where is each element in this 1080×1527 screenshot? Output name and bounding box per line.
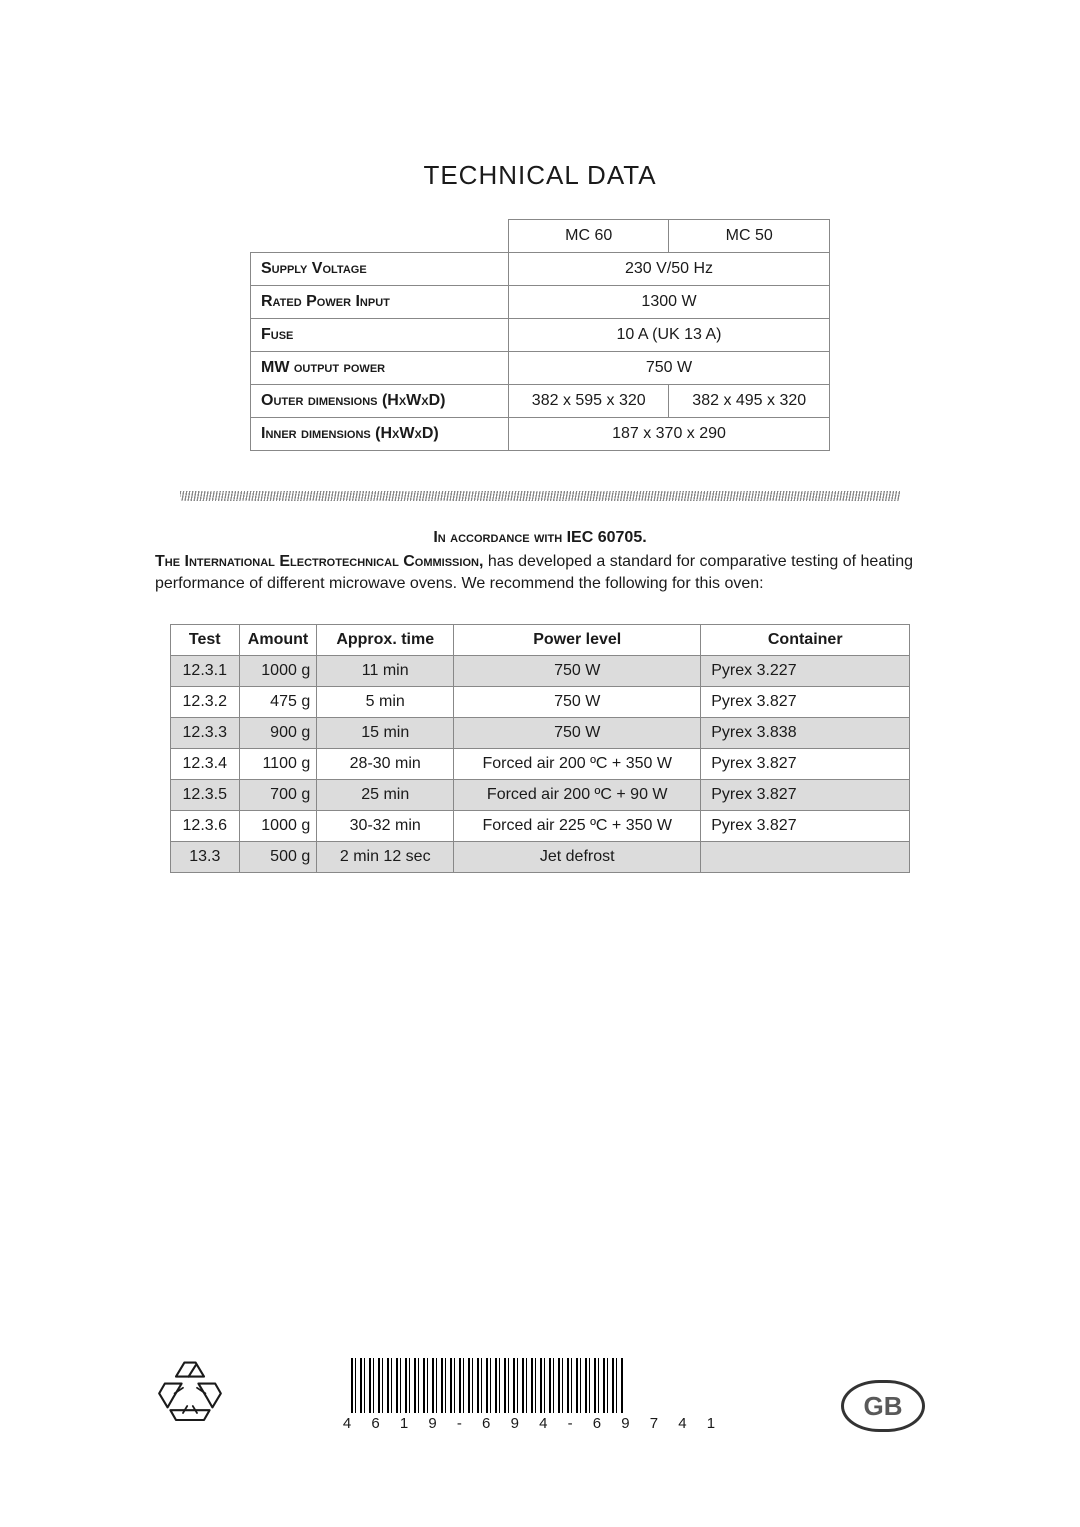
barcode-icon bbox=[343, 1358, 633, 1413]
table-row: 12.3.2475 g5 min750 WPyrex 3.827 bbox=[170, 687, 909, 718]
table-cell bbox=[701, 842, 910, 873]
test-th-amount: Amount bbox=[239, 625, 316, 656]
table-cell: 12.3.1 bbox=[170, 656, 239, 687]
table-row: 12.3.3900 g15 min750 WPyrex 3.838 bbox=[170, 718, 909, 749]
table-cell: 30-32 min bbox=[317, 811, 454, 842]
table-cell: 5 min bbox=[317, 687, 454, 718]
spec-row-label: Rated Power Input bbox=[251, 286, 509, 319]
spec-model-2: MC 50 bbox=[669, 220, 830, 253]
barcode-number: 4 6 1 9 - 6 9 4 - 6 9 7 4 1 bbox=[343, 1415, 723, 1432]
table-cell: 750 W bbox=[454, 718, 701, 749]
table-cell: 1100 g bbox=[239, 749, 316, 780]
table-cell: 12.3.6 bbox=[170, 811, 239, 842]
table-row: 12.3.5700 g25 minForced air 200 ºC + 90 … bbox=[170, 780, 909, 811]
table-cell: Pyrex 3.827 bbox=[701, 749, 910, 780]
table-cell: Pyrex 3.827 bbox=[701, 780, 910, 811]
table-cell: Forced air 225 ºC + 350 W bbox=[454, 811, 701, 842]
country-badge: GB bbox=[841, 1380, 925, 1432]
test-th-container: Container bbox=[701, 625, 910, 656]
table-row: 13.3500 g2 min 12 secJet defrost bbox=[170, 842, 909, 873]
recycle-icon bbox=[155, 1357, 225, 1432]
page-title: TECHNICAL DATA bbox=[155, 160, 925, 191]
spec-row-label: Supply Voltage bbox=[251, 253, 509, 286]
iec-heading: In accordance with IEC 60705. bbox=[155, 529, 925, 547]
iec-prefix: In accordance with bbox=[433, 529, 566, 546]
table-cell: 500 g bbox=[239, 842, 316, 873]
table-cell: 475 g bbox=[239, 687, 316, 718]
spec-row-value: 187 x 370 x 290 bbox=[509, 418, 830, 451]
table-cell: Forced air 200 ºC + 350 W bbox=[454, 749, 701, 780]
spec-row-value: 750 W bbox=[509, 352, 830, 385]
table-row: 12.3.41100 g28-30 minForced air 200 ºC +… bbox=[170, 749, 909, 780]
table-cell: 700 g bbox=[239, 780, 316, 811]
table-cell: Jet defrost bbox=[454, 842, 701, 873]
spec-row-label: Outer dimensions (HxWxD) bbox=[251, 385, 509, 418]
table-row: 12.3.61000 g30-32 minForced air 225 ºC +… bbox=[170, 811, 909, 842]
spec-table: MC 60 MC 50 Supply Voltage 230 V/50 Hz R… bbox=[250, 219, 830, 451]
test-th-test: Test bbox=[170, 625, 239, 656]
table-cell: Forced air 200 ºC + 90 W bbox=[454, 780, 701, 811]
table-cell: 25 min bbox=[317, 780, 454, 811]
table-cell: 750 W bbox=[454, 656, 701, 687]
barcode-block: 4 6 1 9 - 6 9 4 - 6 9 7 4 1 bbox=[343, 1358, 723, 1432]
table-cell: 1000 g bbox=[239, 656, 316, 687]
table-cell: Pyrex 3.838 bbox=[701, 718, 910, 749]
table-cell: Pyrex 3.827 bbox=[701, 811, 910, 842]
table-cell: 12.3.5 bbox=[170, 780, 239, 811]
iec-standard: IEC 60705. bbox=[567, 529, 647, 546]
spec-row-value: 1300 W bbox=[509, 286, 830, 319]
iec-para-lead: The International Electrotechnical Commi… bbox=[155, 553, 483, 570]
table-cell: 750 W bbox=[454, 687, 701, 718]
table-cell: 28-30 min bbox=[317, 749, 454, 780]
spec-row-label: MW output power bbox=[251, 352, 509, 385]
spec-row-value-1: 382 x 595 x 320 bbox=[509, 385, 669, 418]
iec-paragraph: The International Electrotechnical Commi… bbox=[155, 551, 925, 594]
test-th-time: Approx. time bbox=[317, 625, 454, 656]
table-row: 12.3.11000 g11 min750 WPyrex 3.227 bbox=[170, 656, 909, 687]
table-cell: 12.3.4 bbox=[170, 749, 239, 780]
test-table: Test Amount Approx. time Power level Con… bbox=[170, 624, 910, 873]
table-cell: Pyrex 3.827 bbox=[701, 687, 910, 718]
table-cell: 12.3.2 bbox=[170, 687, 239, 718]
spec-row-value: 10 A (UK 13 A) bbox=[509, 319, 830, 352]
table-cell: 900 g bbox=[239, 718, 316, 749]
table-cell: 1000 g bbox=[239, 811, 316, 842]
spec-row-label: Fuse bbox=[251, 319, 509, 352]
section-divider bbox=[180, 491, 900, 501]
spec-row-value-2: 382 x 495 x 320 bbox=[669, 385, 830, 418]
spec-model-1: MC 60 bbox=[509, 220, 669, 253]
table-cell: 15 min bbox=[317, 718, 454, 749]
table-cell: 12.3.3 bbox=[170, 718, 239, 749]
table-cell: 13.3 bbox=[170, 842, 239, 873]
table-cell: 11 min bbox=[317, 656, 454, 687]
test-th-power: Power level bbox=[454, 625, 701, 656]
table-cell: Pyrex 3.227 bbox=[701, 656, 910, 687]
spec-row-value: 230 V/50 Hz bbox=[509, 253, 830, 286]
spec-row-label: Inner dimensions (HxWxD) bbox=[251, 418, 509, 451]
spec-empty-header bbox=[251, 220, 509, 253]
table-cell: 2 min 12 sec bbox=[317, 842, 454, 873]
